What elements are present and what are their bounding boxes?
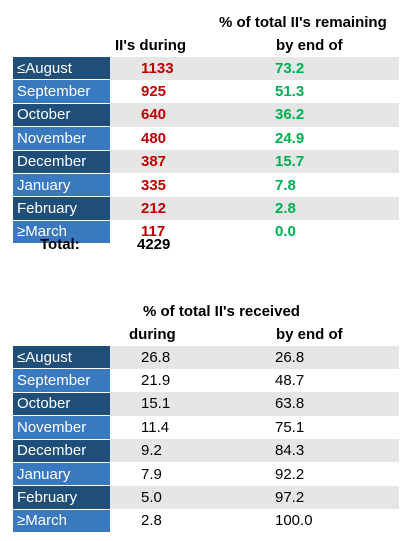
by-end-cell: 100.0 bbox=[210, 509, 399, 533]
table1-header-line1: % of total II's remaining bbox=[219, 14, 387, 31]
month-cell: October bbox=[13, 391, 110, 417]
table-row: December 9.2 84.3 bbox=[13, 438, 399, 463]
during-cell: 15.1 bbox=[110, 392, 210, 416]
count-cell: 640 bbox=[110, 103, 210, 127]
table-row: ≥March 2.8 100.0 bbox=[13, 508, 399, 534]
table2-col1-header: during bbox=[129, 326, 176, 343]
month-cell: ≥March bbox=[13, 508, 110, 534]
table-row: ≥March 117 0.0 bbox=[13, 219, 399, 245]
table1-col1-header: II's during bbox=[115, 37, 187, 54]
table-row: September 21.9 48.7 bbox=[13, 368, 399, 393]
table1-col2-header: by end of bbox=[276, 37, 343, 54]
count-cell: 1133 bbox=[110, 56, 210, 80]
month-cell: October bbox=[13, 102, 110, 128]
count-cell: 335 bbox=[110, 173, 210, 197]
during-cell: 7.9 bbox=[110, 462, 210, 486]
table2-header-line1: % of total II's received bbox=[143, 303, 300, 320]
table-row: January 7.9 92.2 bbox=[13, 461, 399, 487]
remaining-cell: 2.8 bbox=[210, 196, 399, 221]
month-cell: ≤August bbox=[13, 55, 110, 81]
count-cell: 117 bbox=[110, 220, 210, 244]
by-end-cell: 63.8 bbox=[210, 392, 399, 416]
remaining-cell: 73.2 bbox=[210, 56, 399, 80]
during-cell: 5.0 bbox=[110, 485, 210, 510]
total-label: Total: bbox=[40, 236, 80, 253]
month-cell: September bbox=[13, 79, 110, 104]
during-cell: 21.9 bbox=[110, 368, 210, 393]
count-cell: 925 bbox=[110, 79, 210, 104]
month-cell: ≤August bbox=[13, 344, 110, 370]
month-cell: November bbox=[13, 415, 110, 440]
month-cell: December bbox=[13, 149, 110, 174]
remaining-cell: 51.3 bbox=[210, 79, 399, 104]
table-row: January 335 7.8 bbox=[13, 172, 399, 198]
by-end-cell: 97.2 bbox=[210, 485, 399, 510]
during-cell: 26.8 bbox=[110, 345, 210, 369]
by-end-cell: 92.2 bbox=[210, 462, 399, 486]
month-cell: January bbox=[13, 461, 110, 487]
month-cell: December bbox=[13, 438, 110, 463]
during-cell: 2.8 bbox=[110, 509, 210, 533]
count-cell: 387 bbox=[110, 150, 210, 174]
remaining-cell: 24.9 bbox=[210, 126, 399, 151]
table2-col2-header: by end of bbox=[276, 326, 343, 343]
month-cell: November bbox=[13, 126, 110, 151]
total-value: 4229 bbox=[137, 236, 171, 253]
month-cell: September bbox=[13, 368, 110, 393]
by-end-cell: 84.3 bbox=[210, 439, 399, 463]
by-end-cell: 26.8 bbox=[210, 345, 399, 369]
by-end-cell: 75.1 bbox=[210, 415, 399, 440]
month-cell: February bbox=[13, 485, 110, 510]
month-cell: February bbox=[13, 196, 110, 221]
during-cell: 11.4 bbox=[110, 415, 210, 440]
table-row: October 15.1 63.8 bbox=[13, 391, 399, 417]
table-row: February 212 2.8 bbox=[13, 196, 399, 221]
by-end-cell: 48.7 bbox=[210, 368, 399, 393]
month-cell: January bbox=[13, 172, 110, 198]
table-row: February 5.0 97.2 bbox=[13, 485, 399, 510]
month-cell: ≥March bbox=[13, 219, 110, 245]
table-row: November 480 24.9 bbox=[13, 126, 399, 151]
count-cell: 480 bbox=[110, 126, 210, 151]
table-row: ≤August 1133 73.2 bbox=[13, 55, 399, 81]
remaining-table: ≤August 1133 73.2 September 925 51.3 Oct… bbox=[13, 55, 399, 245]
table-row: November 11.4 75.1 bbox=[13, 415, 399, 440]
table-row: October 640 36.2 bbox=[13, 102, 399, 128]
received-table: ≤August 26.8 26.8 September 21.9 48.7 Oc… bbox=[13, 344, 399, 534]
remaining-cell: 36.2 bbox=[210, 103, 399, 127]
table-row: ≤August 26.8 26.8 bbox=[13, 344, 399, 370]
table-row: September 925 51.3 bbox=[13, 79, 399, 104]
remaining-cell: 7.8 bbox=[210, 173, 399, 197]
remaining-cell: 15.7 bbox=[210, 150, 399, 174]
table-row: December 387 15.7 bbox=[13, 149, 399, 174]
count-cell: 212 bbox=[110, 196, 210, 221]
during-cell: 9.2 bbox=[110, 439, 210, 463]
remaining-cell: 0.0 bbox=[210, 220, 399, 244]
